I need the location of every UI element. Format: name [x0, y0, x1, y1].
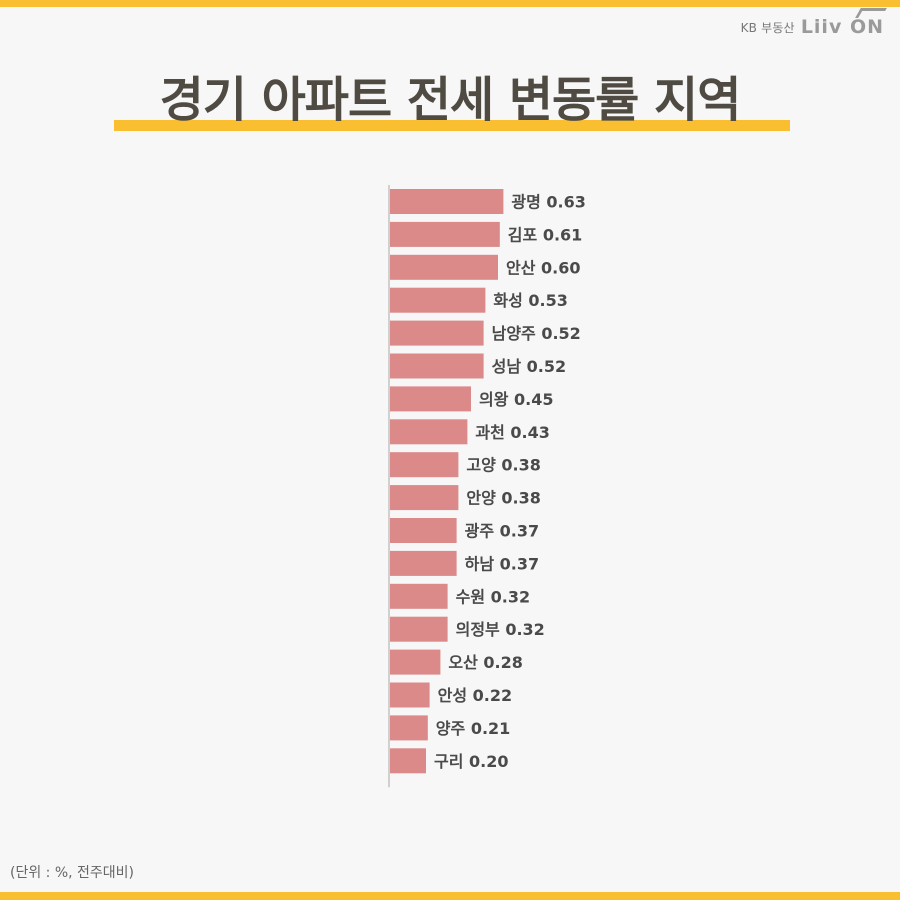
category-label: 의왕 — [479, 390, 514, 409]
category-label: 성남 — [492, 357, 527, 376]
category-label: 고양 — [466, 456, 501, 475]
bar-4 — [390, 320, 484, 346]
bar-label-14: 오산 0.28 — [448, 653, 523, 672]
value-label: 0.20 — [469, 752, 508, 771]
brand-kb-text: KB 부동산 — [740, 20, 795, 35]
bar-label-2: 안산 0.60 — [506, 258, 581, 277]
value-label: 0.38 — [501, 456, 540, 475]
bar-label-8: 고양 0.38 — [466, 456, 541, 475]
bar-label-3: 화성 0.53 — [493, 291, 568, 310]
value-label: 0.32 — [505, 620, 544, 639]
brand: KB 부동산 Liiv ON — [740, 8, 887, 38]
category-label: 남양주 — [492, 324, 542, 343]
value-label: 0.37 — [500, 554, 539, 573]
unit-note: (단위 : %, 전주대비) — [10, 865, 135, 881]
bar-2 — [390, 254, 498, 280]
brand-logo-text: Liiv ON — [800, 16, 884, 38]
category-label: 안양 — [466, 489, 501, 508]
category-label: 안산 — [506, 258, 541, 277]
bar-7 — [390, 419, 468, 445]
category-label: 화성 — [493, 291, 528, 310]
category-label: 하남 — [465, 554, 500, 573]
bar-9 — [390, 485, 459, 511]
category-label: 김포 — [508, 225, 543, 244]
value-label: 0.63 — [546, 193, 585, 212]
bar-label-11: 하남 0.37 — [465, 554, 539, 573]
value-label: 0.32 — [491, 587, 530, 606]
bar-14 — [390, 649, 441, 675]
category-label: 오산 — [448, 653, 483, 672]
value-label: 0.37 — [500, 522, 539, 541]
bar-label-15: 안성 0.22 — [438, 686, 512, 705]
bar-12 — [390, 583, 448, 609]
page-title: 경기 아파트 전세 변동률 지역 — [159, 72, 742, 128]
brand-logo: Liiv ON — [800, 8, 887, 38]
bar-13 — [390, 616, 448, 642]
bar-0 — [390, 189, 504, 214]
bar-label-9: 안양 0.38 — [466, 489, 541, 508]
bottom-accent-bar — [0, 892, 900, 900]
bar-label-1: 김포 0.61 — [508, 225, 583, 244]
bar-5 — [390, 353, 484, 379]
category-label: 안성 — [438, 686, 473, 705]
bar-3 — [390, 287, 486, 313]
bar-label-4: 남양주 0.52 — [492, 324, 581, 343]
value-label: 0.38 — [501, 489, 540, 508]
bar-16 — [390, 715, 428, 741]
bar-10 — [390, 518, 457, 543]
value-label: 0.22 — [473, 686, 512, 705]
value-label: 0.61 — [543, 225, 582, 244]
bar-17 — [390, 748, 426, 774]
top-accent-bar — [0, 0, 900, 7]
bar-label-13: 의정부 0.32 — [456, 620, 545, 639]
category-label: 양주 — [436, 719, 471, 738]
category-label: 의정부 — [456, 620, 506, 639]
category-label: 과천 — [475, 423, 510, 442]
value-label: 0.21 — [471, 719, 510, 738]
bar-15 — [390, 682, 430, 708]
bar-label-6: 의왕 0.45 — [479, 390, 554, 409]
value-label: 0.60 — [541, 258, 580, 277]
bar-label-0: 광명 0.63 — [511, 193, 586, 212]
value-label: 0.28 — [483, 653, 522, 672]
category-label: 구리 — [434, 752, 469, 771]
value-label: 0.45 — [514, 390, 553, 409]
value-label: 0.43 — [510, 423, 549, 442]
bar-label-12: 수원 0.32 — [456, 587, 530, 606]
bar-8 — [390, 452, 459, 478]
bar-label-16: 양주 0.21 — [436, 719, 511, 738]
bar-label-17: 구리 0.20 — [434, 752, 509, 771]
value-label: 0.52 — [541, 324, 580, 343]
category-label: 수원 — [456, 587, 491, 606]
value-label: 0.52 — [527, 357, 566, 376]
title-underline — [114, 120, 790, 131]
bar-label-7: 과천 0.43 — [475, 423, 550, 442]
bar-1 — [390, 221, 500, 247]
bar-label-10: 광주 0.37 — [465, 522, 539, 541]
bar-6 — [390, 386, 471, 412]
category-label: 광주 — [465, 522, 500, 541]
category-label: 광명 — [511, 193, 546, 212]
bar-11 — [390, 550, 457, 576]
value-label: 0.53 — [528, 291, 567, 310]
bar-label-5: 성남 0.52 — [492, 357, 566, 376]
